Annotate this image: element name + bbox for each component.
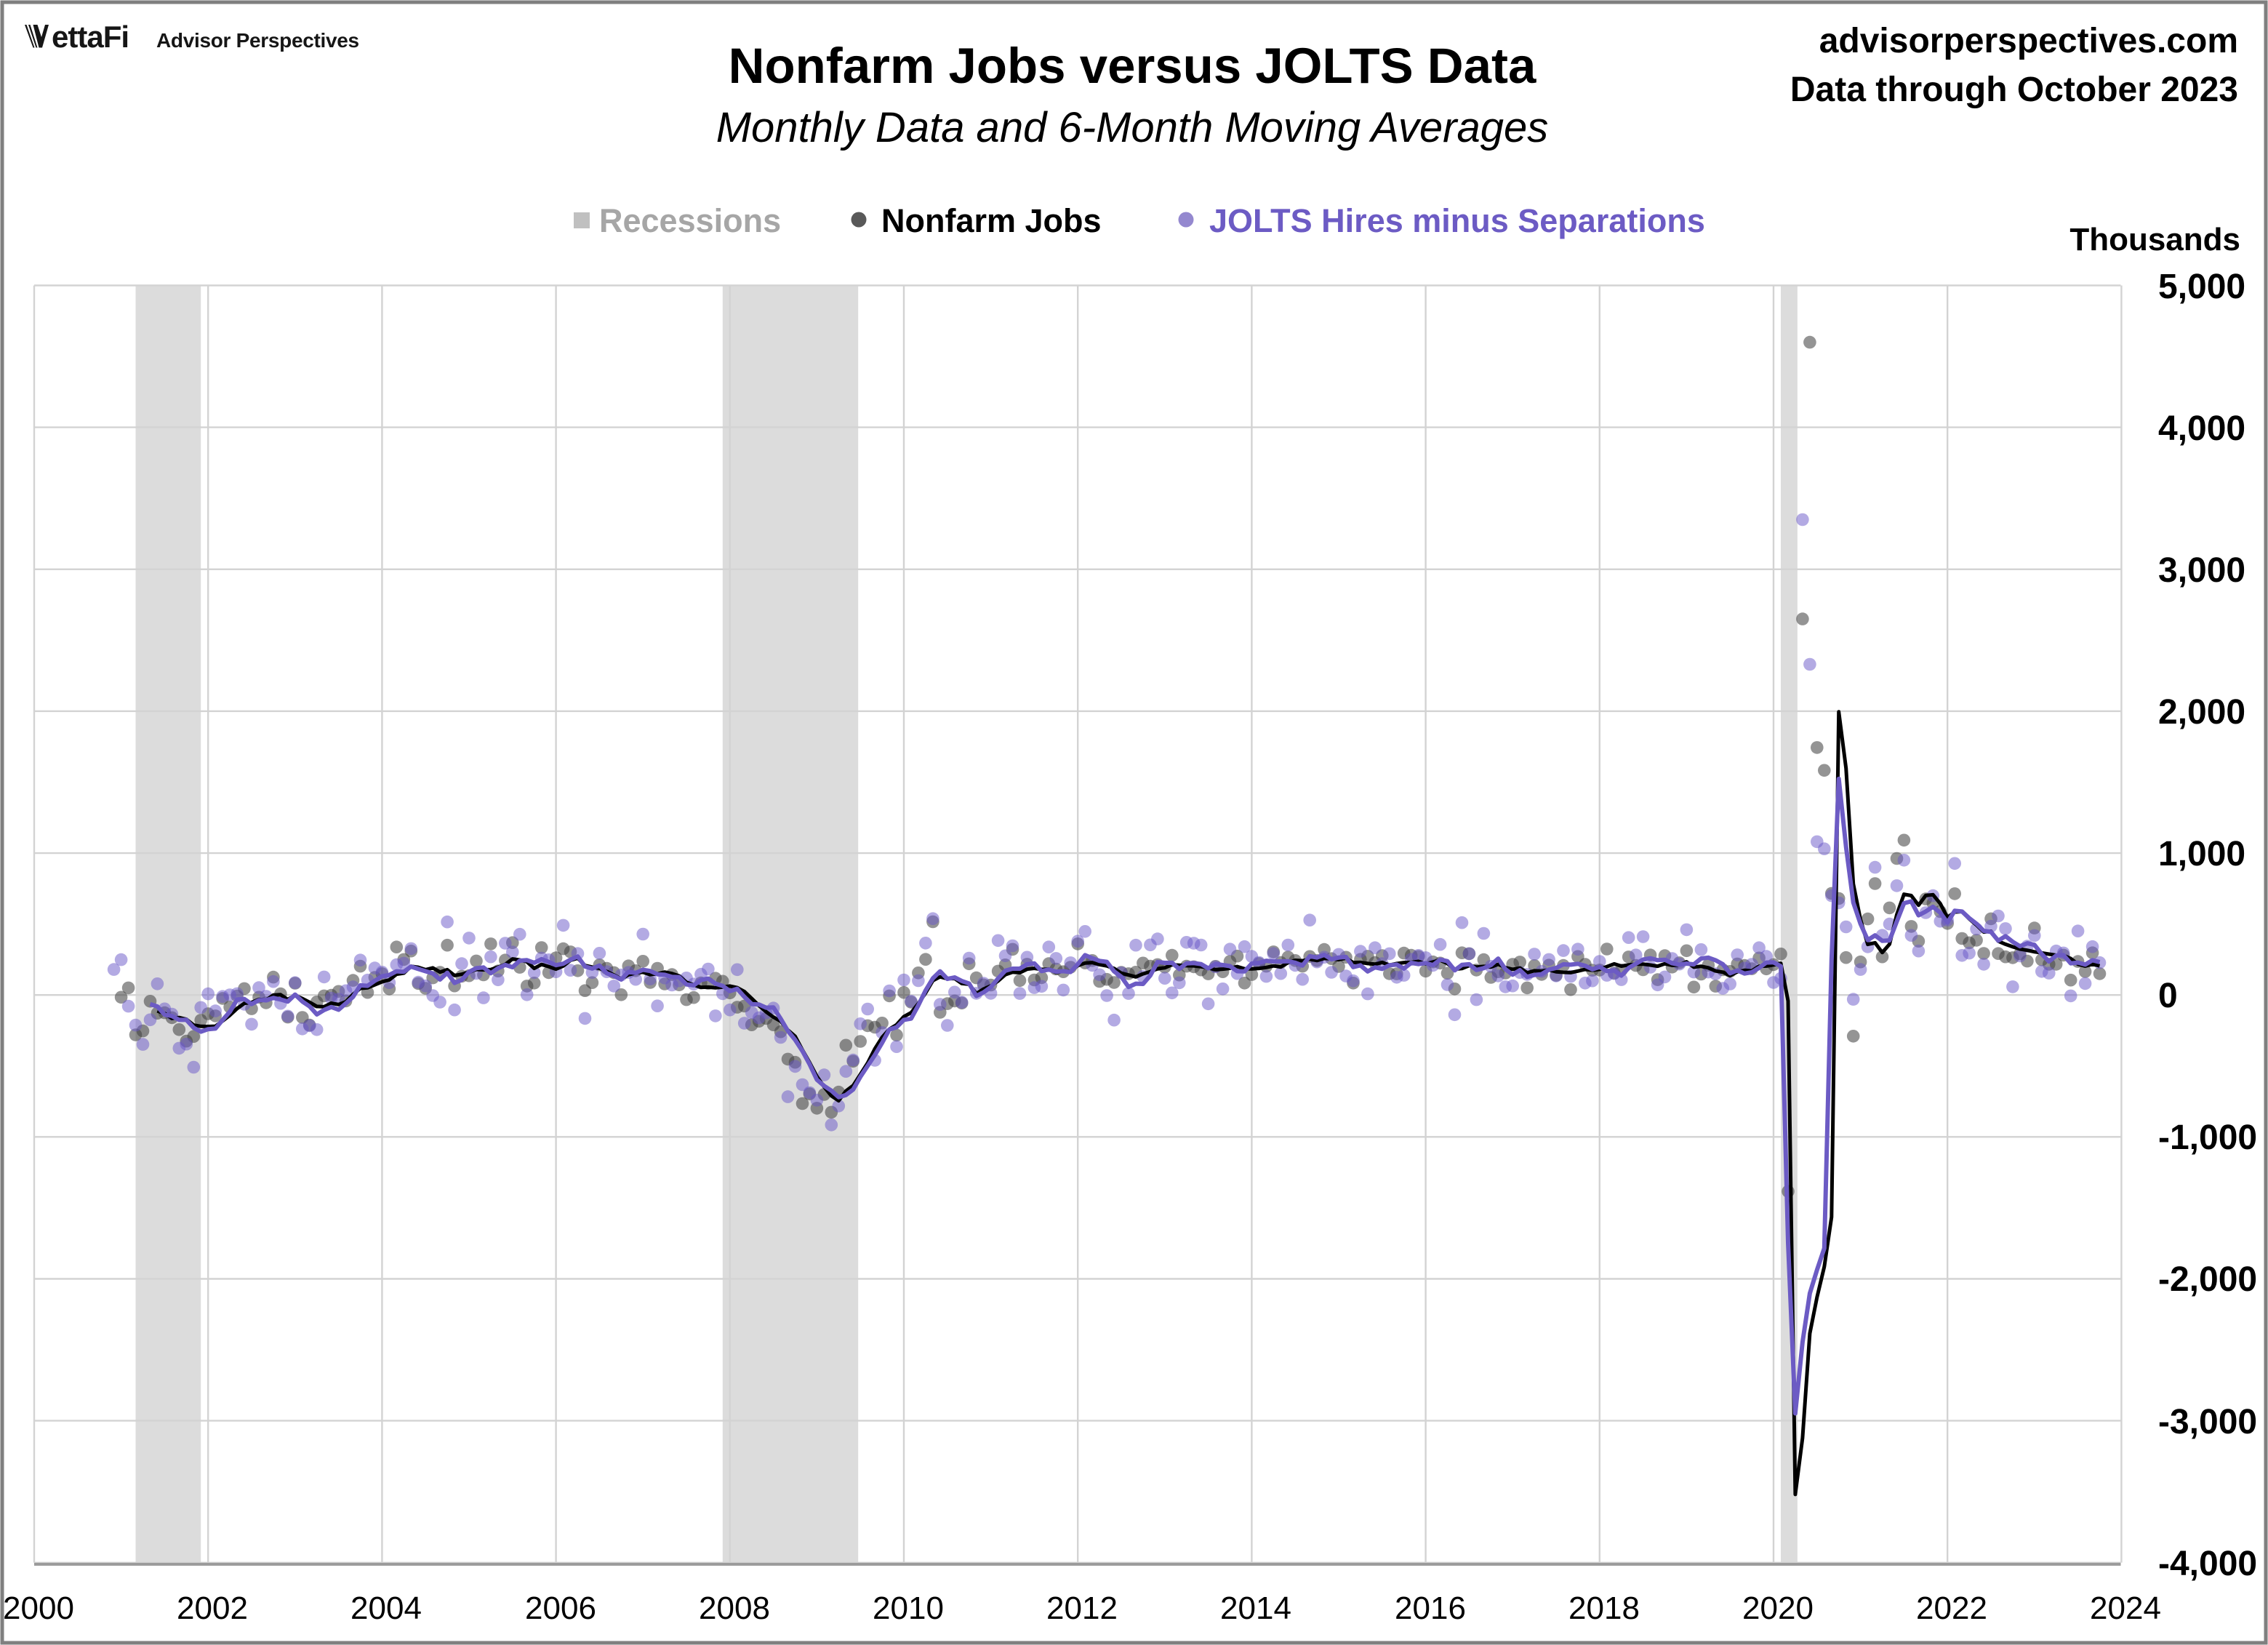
svg-text:-4,000: -4,000	[2158, 1545, 2257, 1583]
svg-text:2012: 2012	[1046, 1590, 1118, 1626]
svg-text:2002: 2002	[177, 1590, 248, 1626]
svg-text:Advisor Perspectives: Advisor Perspectives	[156, 29, 359, 52]
svg-text:2004: 2004	[350, 1590, 422, 1626]
svg-text:JOLTS Hires minus Separations: JOLTS Hires minus Separations	[1209, 202, 1705, 239]
svg-text:Thousands: Thousands	[2069, 222, 2240, 257]
svg-text:2010: 2010	[873, 1590, 944, 1626]
svg-text:-2,000: -2,000	[2158, 1260, 2257, 1299]
svg-text:-1,000: -1,000	[2158, 1118, 2257, 1157]
svg-text:2016: 2016	[1395, 1590, 1466, 1626]
svg-text:5,000: 5,000	[2158, 268, 2245, 306]
svg-text:2008: 2008	[699, 1590, 770, 1626]
svg-text:Data through October 2023: Data through October 2023	[1790, 71, 2238, 109]
svg-text:Nonfarm Jobs: Nonfarm Jobs	[881, 202, 1102, 239]
svg-text:ettaFi: ettaFi	[52, 20, 129, 54]
svg-text:2006: 2006	[525, 1590, 596, 1626]
svg-text:4,000: 4,000	[2158, 409, 2245, 448]
svg-text:2018: 2018	[1568, 1590, 1640, 1626]
svg-text:3,000: 3,000	[2158, 551, 2245, 590]
svg-text:2022: 2022	[1916, 1590, 1987, 1626]
svg-text:Nonfarm Jobs versus JOLTS Data: Nonfarm Jobs versus JOLTS Data	[729, 38, 1536, 94]
svg-text:2,000: 2,000	[2158, 693, 2245, 732]
svg-text:0: 0	[2158, 977, 2178, 1015]
svg-text:2000: 2000	[3, 1590, 74, 1626]
svg-text:Monthly Data and 6-Month Movin: Monthly Data and 6-Month Moving Averages	[716, 104, 1549, 151]
svg-text:Recessions: Recessions	[599, 202, 781, 239]
svg-text:2024: 2024	[2090, 1590, 2161, 1626]
svg-text:2014: 2014	[1220, 1590, 1291, 1626]
svg-text:-3,000: -3,000	[2158, 1403, 2257, 1441]
svg-text:advisorperspectives.com: advisorperspectives.com	[1819, 22, 2238, 60]
svg-text:2020: 2020	[1742, 1590, 1814, 1626]
svg-text:1,000: 1,000	[2158, 835, 2245, 873]
